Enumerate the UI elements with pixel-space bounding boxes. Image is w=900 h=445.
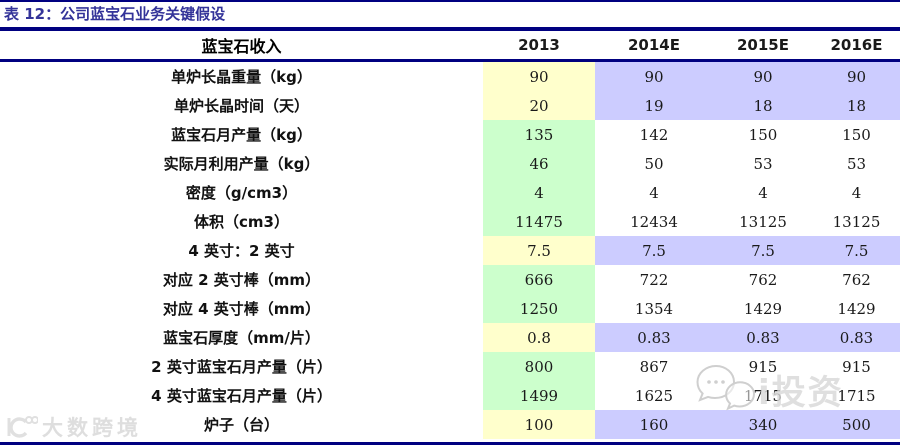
- cell-2016e: 150: [813, 120, 900, 149]
- cell-2016e: 0.83: [813, 323, 900, 352]
- column-header-revenue: 蓝宝石收入: [201, 37, 282, 56]
- cell-2014e: 12434: [595, 207, 713, 236]
- cell-2016e: 915: [813, 352, 900, 381]
- table-row: 对应 2 英寸棒（mm） 666 722 762 762: [0, 265, 900, 294]
- cell-2014e: 19: [595, 91, 713, 120]
- row-label: 单炉长晶时间（天）: [173, 97, 309, 115]
- row-label: 密度（g/cm3）: [185, 184, 298, 202]
- cell-2014e: 160: [595, 410, 713, 439]
- assumptions-table-body: 单炉长晶重量（kg） 90 90 90 90 单炉长晶时间（天） 20 19 1…: [0, 62, 900, 439]
- table-row: 体积（cm3） 11475 12434 13125 13125: [0, 207, 900, 236]
- table-row: 4 英寸蓝宝石月产量（片） 1499 1625 1715 1715: [0, 381, 900, 410]
- cell-2015e: 18: [713, 91, 813, 120]
- cell-2015e: 90: [713, 62, 813, 91]
- cell-2014e: 722: [595, 265, 713, 294]
- table-row: 单炉长晶重量（kg） 90 90 90 90: [0, 62, 900, 91]
- row-label: 蓝宝石月产量（kg）: [171, 126, 312, 144]
- cell-2015e: 53: [713, 149, 813, 178]
- cell-2014e: 867: [595, 352, 713, 381]
- cell-2015e: 1429: [713, 294, 813, 323]
- table-row: 蓝宝石厚度（mm/片） 0.8 0.83 0.83 0.83: [0, 323, 900, 352]
- table-row: 单炉长晶时间（天） 20 19 18 18: [0, 91, 900, 120]
- cell-2013: 135: [483, 120, 595, 149]
- cell-2015e: 762: [713, 265, 813, 294]
- assumptions-table: 蓝宝石收入 2013 2014E 2015E 2016E: [0, 31, 900, 59]
- row-label: 对应 4 英寸棒（mm）: [162, 300, 321, 318]
- cell-2013: 666: [483, 265, 595, 294]
- table-row: 蓝宝石月产量（kg） 135 142 150 150: [0, 120, 900, 149]
- column-header-2016e: 2016E: [830, 36, 883, 54]
- cell-2013: 1250: [483, 294, 595, 323]
- cell-2016e: 13125: [813, 207, 900, 236]
- row-label: 4 英寸蓝宝石月产量（片）: [151, 387, 332, 405]
- cell-2015e: 1715: [713, 381, 813, 410]
- table-row: 实际月利用产量（kg） 46 50 53 53: [0, 149, 900, 178]
- cell-2013: 7.5: [483, 236, 595, 265]
- cell-2015e: 150: [713, 120, 813, 149]
- cell-2014e: 1354: [595, 294, 713, 323]
- table-row: 炉子（台） 100 160 340 500: [0, 410, 900, 439]
- cell-2014e: 50: [595, 149, 713, 178]
- column-header-2014e: 2014E: [628, 36, 680, 54]
- cell-2013: 100: [483, 410, 595, 439]
- cell-2016e: 500: [813, 410, 900, 439]
- row-label: 对应 2 英寸棒（mm）: [162, 271, 321, 289]
- cell-2016e: 1715: [813, 381, 900, 410]
- table-row: 密度（g/cm3） 4 4 4 4: [0, 178, 900, 207]
- cell-2016e: 4: [813, 178, 900, 207]
- row-label: 4 英寸：2 英寸: [188, 242, 295, 260]
- table-row: 对应 4 英寸棒（mm） 1250 1354 1429 1429: [0, 294, 900, 323]
- cell-2014e: 7.5: [595, 236, 713, 265]
- table-row: 4 英寸：2 英寸 7.5 7.5 7.5 7.5: [0, 236, 900, 265]
- row-label: 单炉长晶重量（kg）: [171, 68, 312, 86]
- cell-2016e: 1429: [813, 294, 900, 323]
- cell-2016e: 90: [813, 62, 900, 91]
- row-label: 炉子（台）: [203, 416, 279, 434]
- table-row: 2 英寸蓝宝石月产量（片） 800 867 915 915: [0, 352, 900, 381]
- cell-2013: 20: [483, 91, 595, 120]
- cell-2014e: 4: [595, 178, 713, 207]
- cell-2015e: 4: [713, 178, 813, 207]
- cell-2016e: 18: [813, 91, 900, 120]
- cell-2016e: 7.5: [813, 236, 900, 265]
- top-rule: [0, 0, 900, 2]
- cell-2014e: 0.83: [595, 323, 713, 352]
- cell-2016e: 53: [813, 149, 900, 178]
- row-label: 实际月利用产量（kg）: [163, 155, 320, 173]
- header-divider-rule: [0, 59, 900, 62]
- column-header-2015e: 2015E: [737, 36, 789, 54]
- row-label: 2 英寸蓝宝石月产量（片）: [151, 358, 332, 376]
- column-header-2013: 2013: [518, 36, 560, 54]
- title-divider-rule: [0, 27, 900, 31]
- cell-2015e: 340: [713, 410, 813, 439]
- cell-2013: 90: [483, 62, 595, 91]
- cell-2013: 0.8: [483, 323, 595, 352]
- cell-2013: 11475: [483, 207, 595, 236]
- cell-2014e: 1625: [595, 381, 713, 410]
- cell-2015e: 915: [713, 352, 813, 381]
- cell-2013: 4: [483, 178, 595, 207]
- cell-2015e: 0.83: [713, 323, 813, 352]
- cell-2014e: 90: [595, 62, 713, 91]
- table-header-row: 蓝宝石收入 2013 2014E 2015E 2016E: [0, 31, 900, 59]
- bottom-rule: [0, 442, 900, 445]
- cell-2013: 800: [483, 352, 595, 381]
- table-title: 表 12：公司蓝宝石业务关键假设: [4, 5, 226, 23]
- cell-2014e: 142: [595, 120, 713, 149]
- cell-2015e: 7.5: [713, 236, 813, 265]
- cell-2015e: 13125: [713, 207, 813, 236]
- row-label: 蓝宝石厚度（mm/片）: [163, 329, 320, 347]
- row-label: 体积（cm3）: [194, 213, 289, 231]
- cell-2013: 1499: [483, 381, 595, 410]
- cell-2016e: 762: [813, 265, 900, 294]
- cell-2013: 46: [483, 149, 595, 178]
